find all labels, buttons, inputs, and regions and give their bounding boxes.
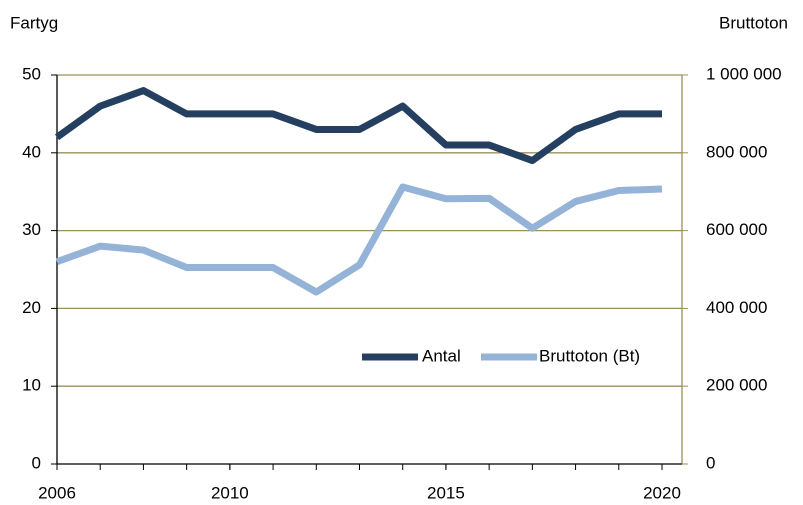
y2-axis-title: Bruttoton (719, 13, 788, 32)
series-line (55, 183, 663, 296)
x-tick-label: 2010 (211, 483, 249, 502)
y2-tick-label: 400 000 (706, 298, 767, 317)
y-tick-label: 40 (22, 142, 41, 161)
y2-tick-label: 600 000 (706, 220, 767, 239)
legend-label: Antal (422, 346, 461, 365)
x-tick-label: 2006 (38, 483, 76, 502)
y2-tick-label: 1 000 000 (706, 64, 782, 83)
y2-tick-label: 200 000 (706, 376, 767, 395)
x-tick-label: 2020 (643, 483, 681, 502)
y-axis-title: Fartyg (10, 13, 58, 32)
y2-tick-label: 0 (706, 453, 715, 472)
y-tick-label: 20 (22, 298, 41, 317)
y-tick-label: 0 (32, 453, 41, 472)
y-tick-label: 50 (22, 64, 41, 83)
series-line (54, 87, 662, 165)
y-tick-label: 30 (22, 220, 41, 239)
y2-tick-label: 800 000 (706, 142, 767, 161)
x-tick-label: 2015 (427, 483, 465, 502)
y-tick-label: 10 (22, 376, 41, 395)
legend-label: Bruttoton (Bt) (539, 346, 640, 365)
